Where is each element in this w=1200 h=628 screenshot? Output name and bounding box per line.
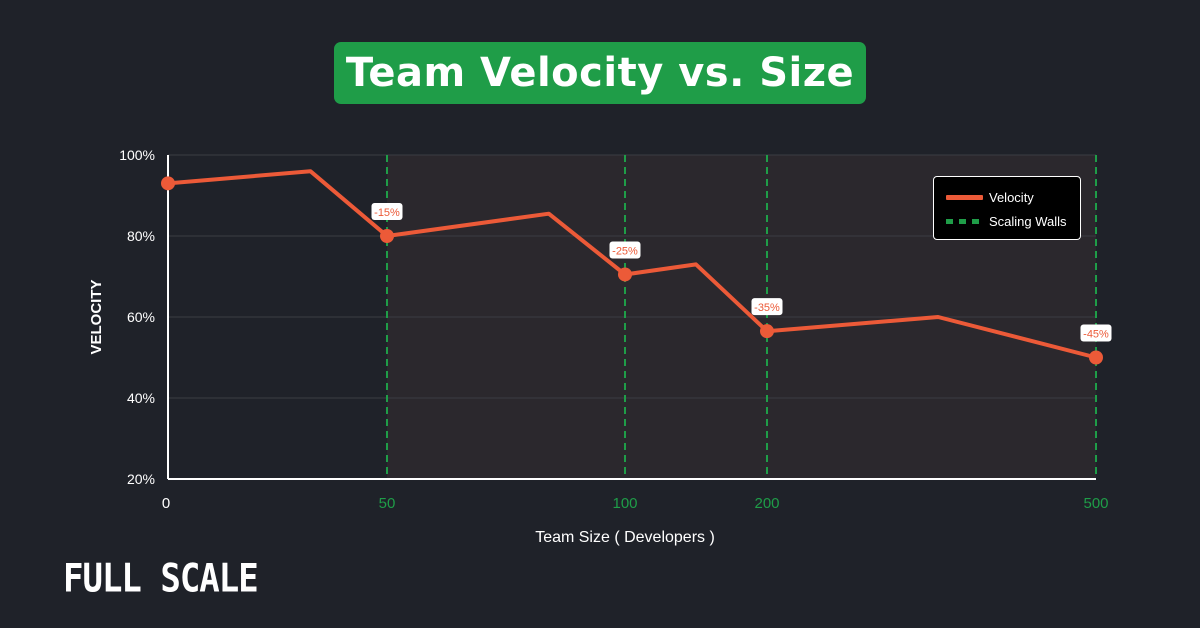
- y-tick-label: 20%: [127, 471, 155, 487]
- x-tick-label: 50: [379, 495, 396, 512]
- y-tick-label: 40%: [127, 390, 155, 406]
- data-label: -25%: [609, 241, 641, 259]
- data-label-text: -45%: [1083, 329, 1109, 341]
- data-point-marker: [760, 324, 774, 339]
- y-tick-label: 80%: [127, 228, 155, 244]
- data-label-box: [751, 298, 783, 316]
- legend-item-velocity: Velocity: [946, 189, 1034, 205]
- legend-item-scaling-walls: Scaling Walls: [946, 213, 1067, 229]
- x-tick-label: 200: [754, 495, 779, 512]
- x-tick-label: 500: [1083, 495, 1108, 512]
- data-label-text: -15%: [374, 207, 400, 219]
- x-tick-label: 100: [612, 495, 637, 512]
- data-point-marker: [161, 176, 175, 191]
- data-label-box: [1080, 324, 1112, 342]
- data-label-text: -25%: [612, 245, 638, 257]
- data-point-marker: [380, 229, 394, 243]
- x-axis-title: Team Size ( Developers ): [535, 529, 715, 546]
- legend-label-scaling-walls: Scaling Walls: [989, 213, 1067, 229]
- data-label: -35%: [751, 298, 783, 316]
- legend-swatch-velocity: [946, 194, 983, 200]
- data-label-box: [371, 203, 403, 220]
- legend-label-velocity: Velocity: [989, 189, 1034, 205]
- y-tick-label: 60%: [127, 309, 155, 325]
- y-axis-title: VELOCITY: [88, 279, 105, 354]
- full-scale-logo: FULL SCALE: [63, 556, 259, 602]
- data-label-box: [609, 241, 641, 259]
- data-point-marker: [618, 267, 632, 282]
- data-label: -45%: [1080, 324, 1112, 342]
- legend: Velocity Scaling Walls: [933, 176, 1081, 240]
- legend-swatch-scaling-walls: [946, 218, 983, 224]
- data-point-marker: [1089, 350, 1103, 365]
- data-label: -15%: [371, 203, 403, 220]
- x-tick-label: 0: [162, 495, 170, 512]
- chart-title: Team Velocity vs. Size: [333, 42, 867, 104]
- y-tick-label: 100%: [119, 147, 155, 163]
- data-label-text: -35%: [754, 302, 780, 314]
